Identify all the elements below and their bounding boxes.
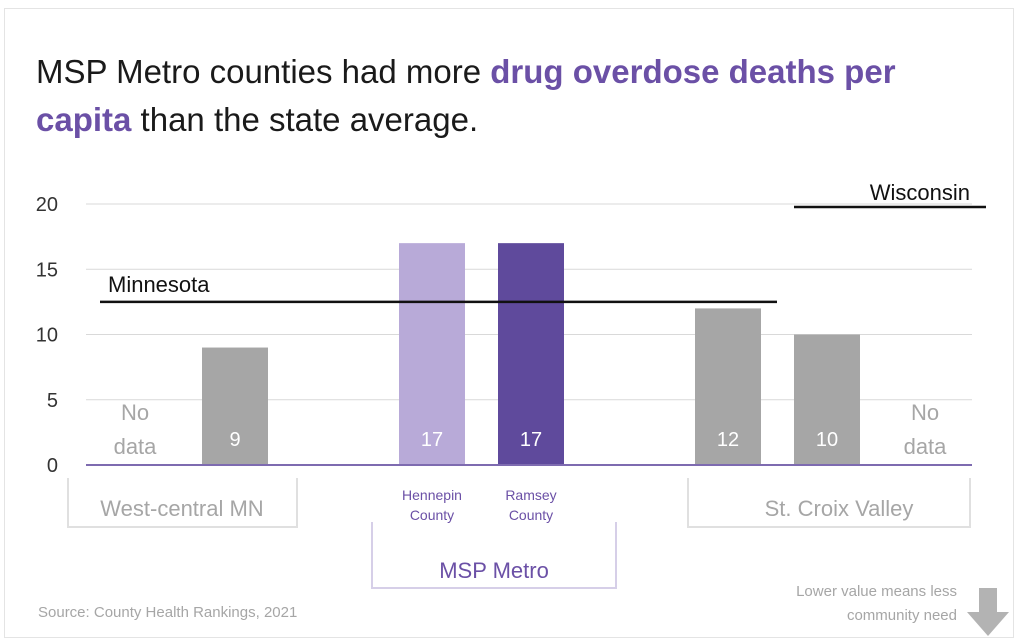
chart-frame <box>4 8 1014 638</box>
y-tick-label: 10 <box>36 325 58 347</box>
group-label: West-central MN <box>100 496 263 521</box>
bar <box>695 308 761 465</box>
category-label: County <box>509 507 553 523</box>
group-bracket <box>687 478 971 528</box>
no-data-label: No <box>911 400 939 425</box>
no-data-label: data <box>114 434 158 459</box>
wisconsin-reference-label: Wisconsin <box>870 180 970 205</box>
bar <box>794 334 860 465</box>
bar-value-label: 12 <box>717 429 739 451</box>
y-tick-label: 15 <box>36 259 58 281</box>
title-highlight: drug overdose deaths per capita <box>36 53 896 138</box>
no-data-label: No <box>121 400 149 425</box>
minnesota-reference-label: Minnesota <box>108 272 210 297</box>
category-label: Ramsey <box>505 487 556 503</box>
bar <box>498 243 564 465</box>
note-line-2: community need <box>846 607 957 624</box>
bar-value-label: 10 <box>816 429 838 451</box>
bar-value-label: 17 <box>421 429 443 451</box>
interpretation-note: Lower value means less community need <box>796 580 957 628</box>
chart-title: MSP Metro counties had more drug overdos… <box>36 48 936 144</box>
title-text-before: MSP Metro counties had more <box>36 53 491 90</box>
category-label: County <box>410 507 454 523</box>
y-tick-label: 5 <box>47 390 58 412</box>
y-tick-label: 20 <box>36 194 58 216</box>
category-label: Hennepin <box>402 487 462 503</box>
group-label: St. Croix Valley <box>765 496 914 521</box>
group-bracket <box>67 478 298 528</box>
group-label: MSP Metro <box>439 558 549 583</box>
group-bracket <box>371 522 617 589</box>
source-note: Source: County Health Rankings, 2021 <box>38 604 298 621</box>
bar <box>202 347 268 465</box>
bar <box>399 243 465 465</box>
y-tick-label: 0 <box>47 455 58 477</box>
bar-value-label: 9 <box>229 429 240 451</box>
no-data-label: data <box>904 434 948 459</box>
title-text-after: than the state average. <box>131 101 479 138</box>
note-line-1: Lower value means less <box>796 583 957 600</box>
down-arrow-icon <box>967 588 1009 636</box>
bar-value-label: 17 <box>520 429 542 451</box>
